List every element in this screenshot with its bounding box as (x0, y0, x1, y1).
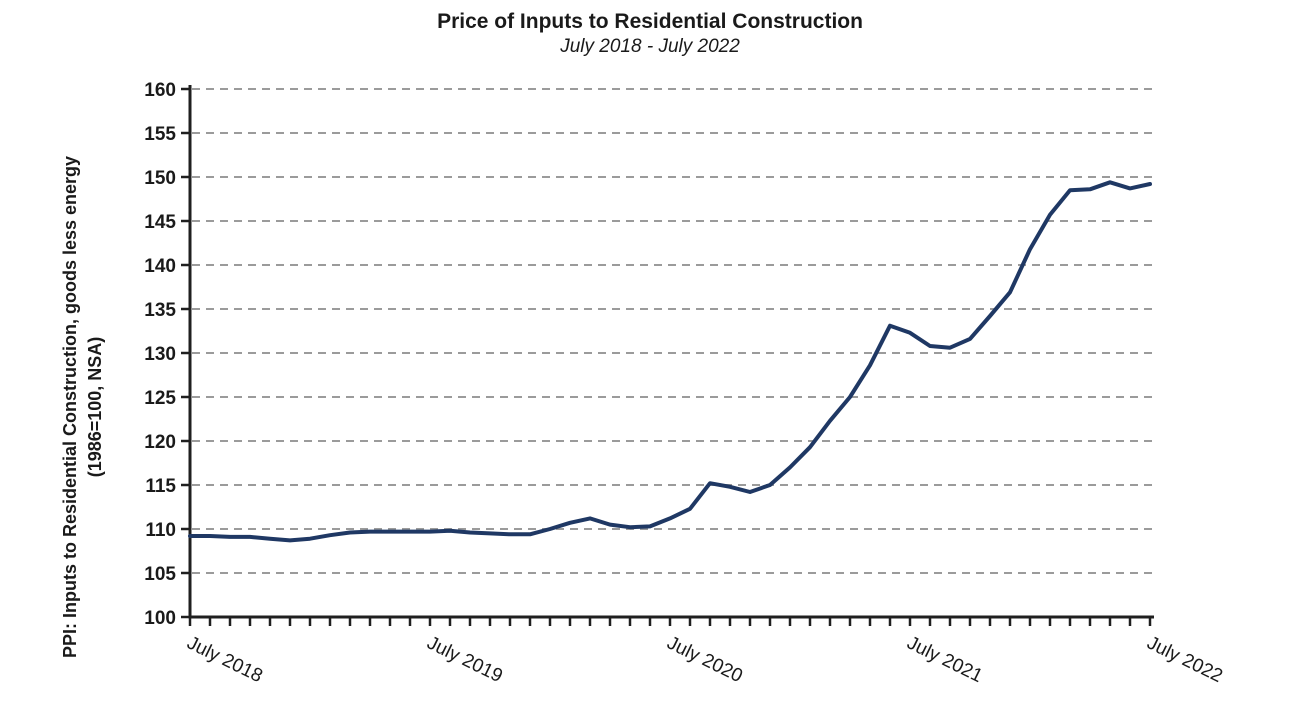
y-tick-label: 140 (144, 256, 176, 277)
y-tick-label: 105 (144, 564, 176, 585)
x-tick-label: July 2021 (904, 633, 986, 688)
y-tick-label: 100 (144, 608, 176, 629)
y-tick-label: 110 (145, 520, 176, 541)
y-tick-label: 115 (145, 476, 176, 497)
y-tick-label: 125 (144, 388, 176, 409)
y-tick-label: 130 (144, 344, 176, 365)
y-tick-label: 145 (144, 212, 176, 233)
y-tick-label: 160 (144, 80, 176, 101)
y-tick-label: 120 (144, 432, 176, 453)
x-tick-label: July 2022 (1144, 633, 1226, 688)
y-tick-label: 150 (144, 168, 176, 189)
x-tick-label: July 2018 (184, 633, 266, 688)
x-tick-label: July 2020 (664, 633, 746, 688)
y-tick-label: 155 (144, 124, 176, 145)
data-line-series (188, 180, 1152, 543)
y-tick-label: 135 (144, 300, 176, 321)
x-tick-label: July 2019 (424, 633, 506, 688)
chart-subtitle: July 2018 - July 2022 (560, 36, 740, 57)
chart-title: Price of Inputs to Residential Construct… (437, 10, 863, 33)
